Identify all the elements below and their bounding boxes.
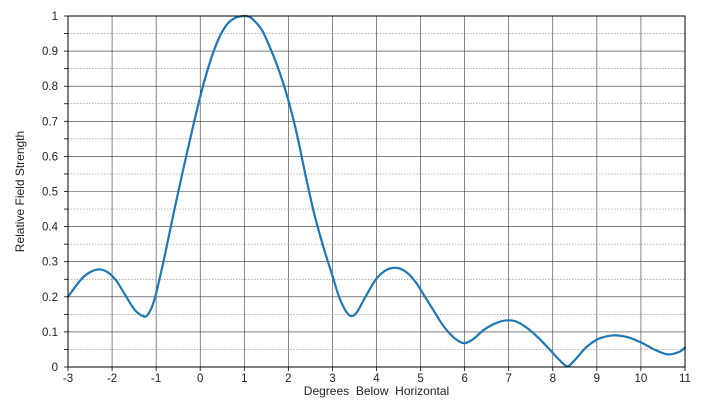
y-tick-label: 1 [52,11,58,23]
y-tick-label: 0.2 [42,292,58,304]
x-tick-label: -3 [63,373,73,385]
y-tick-label: 0.7 [42,116,58,128]
x-tick-label: 10 [635,373,648,385]
x-tick-label: 1 [241,373,247,385]
y-tick-label: 0.9 [42,46,58,58]
x-axis-title: Degrees Below Horizontal [304,384,449,398]
x-tick-label: 7 [506,373,512,385]
x-axis-ticks: -3 -2 -1 0 1 2 3 4 5 6 7 8 9 10 11 [63,367,691,385]
series-layer [66,14,687,368]
y-tick-label: 0.8 [42,81,58,93]
y-tick-label: 0.3 [42,257,58,269]
y-axis-ticks: 0 0.1 0.2 0.3 0.4 0.5 0.6 0.7 0.8 0.9 1 [42,11,68,374]
x-tick-label: 4 [373,373,380,385]
x-tick-label: 6 [461,373,467,385]
y-tick-label: 0.6 [42,151,58,163]
x-tick-label: 3 [329,373,335,385]
x-tick-label: 0 [197,373,203,385]
series-line [66,14,687,368]
y-tick-label: 0.5 [42,187,58,199]
x-tick-label: -1 [151,373,161,385]
grid-lines [68,16,685,367]
y-axis-title: Relative Field Strength [13,131,27,252]
y-tick-label: 0.4 [42,222,59,234]
x-tick-label: 8 [550,373,556,385]
y-tick-label: 0 [52,362,58,374]
x-tick-label: 11 [679,373,691,385]
x-tick-label: 5 [417,373,423,385]
x-tick-label: 2 [285,373,291,385]
x-tick-label: -2 [107,373,117,385]
x-tick-label: 9 [594,373,600,385]
y-tick-label: 0.1 [42,327,58,339]
